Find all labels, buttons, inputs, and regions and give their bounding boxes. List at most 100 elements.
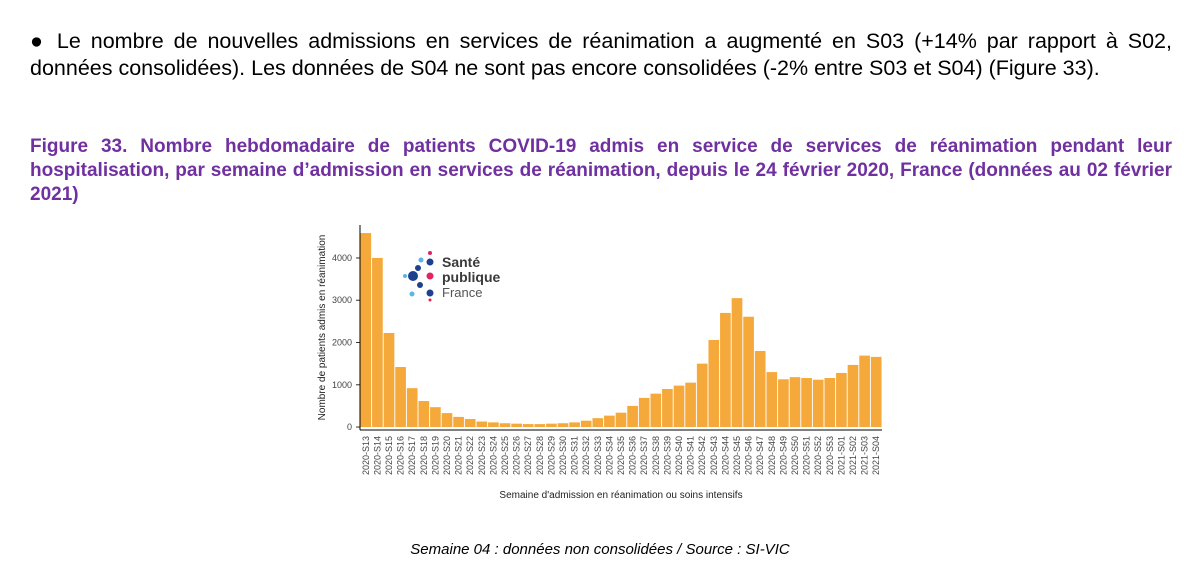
x-tick-label: 2020-S17	[407, 436, 417, 475]
bar	[372, 257, 383, 428]
logo-text: Santé	[442, 254, 480, 270]
x-tick-label: 2020-S29	[546, 436, 556, 475]
y-tick-label: 4000	[332, 253, 352, 263]
bar	[801, 378, 812, 428]
x-tick-label: 2020-S53	[825, 436, 835, 475]
bar	[662, 389, 673, 428]
bar	[615, 412, 627, 428]
bar	[499, 423, 511, 428]
logo-dot	[428, 298, 432, 302]
x-tick-label: 2020-S48	[767, 436, 777, 475]
x-tick-label: 2020-S27	[523, 436, 533, 475]
x-tick-label: 2020-S44	[720, 436, 730, 475]
bar	[360, 233, 372, 428]
logo-dot	[403, 274, 407, 278]
x-tick-label: 2020-S37	[639, 436, 649, 475]
bar	[731, 298, 743, 428]
x-tick-label: 2020-S15	[384, 436, 394, 475]
logo-dot	[409, 291, 415, 297]
x-tick-label: 2020-S46	[744, 436, 754, 475]
logo-dot	[408, 271, 418, 281]
x-tick-label: 2020-S50	[790, 436, 800, 475]
bar	[638, 397, 650, 428]
bar	[383, 332, 395, 428]
bar	[650, 393, 662, 428]
x-tick-label: 2020-S30	[558, 436, 568, 475]
bar	[488, 422, 499, 428]
x-tick-label: 2020-S51	[802, 436, 812, 475]
bar	[580, 420, 592, 428]
bar	[430, 407, 441, 428]
caption: Semaine 04 : données non consolidées / S…	[410, 541, 790, 558]
bar	[789, 377, 801, 428]
x-tick-label: 2020-S39	[662, 436, 672, 475]
x-tick-label: 2021-S01	[836, 436, 846, 475]
x-tick-label: 2020-S36	[628, 436, 638, 475]
x-tick-label: 2020-S43	[709, 436, 719, 475]
bar	[743, 316, 754, 428]
x-tick-label: 2020-S45	[732, 436, 742, 475]
logo-dot	[428, 251, 432, 255]
bar	[418, 401, 430, 428]
logo-dot	[417, 282, 423, 288]
x-tick-label: 2020-S34	[604, 436, 614, 475]
bar	[812, 379, 824, 428]
figure-title: Figure 33. Nombre hebdomadaire de patien…	[30, 136, 1172, 205]
bar	[870, 356, 882, 428]
logo: Santé publique France	[403, 251, 501, 302]
x-tick-label: 2020-S18	[419, 436, 429, 475]
x-tick-label: 2020-S21	[454, 436, 464, 475]
x-tick-label: 2020-S23	[477, 436, 487, 475]
x-tick-label: 2020-S25	[500, 436, 510, 475]
bar	[778, 379, 789, 428]
logo-text: publique	[442, 269, 501, 285]
bar	[476, 421, 488, 428]
bar	[453, 416, 464, 428]
x-axis-label: Semaine d'admission en réanimation ou so…	[499, 490, 742, 501]
x-tick-label: 2020-S40	[674, 436, 684, 475]
x-tick-label: 2020-S32	[581, 436, 591, 475]
bar	[557, 423, 569, 428]
bar	[847, 364, 859, 428]
bar	[406, 388, 418, 428]
x-tick-label: 2021-S04	[871, 436, 881, 475]
x-tick-label: 2020-S41	[686, 436, 696, 475]
logo-dot	[426, 272, 434, 280]
x-tick-label: 2020-S22	[465, 436, 475, 475]
x-tick-label: 2020-S35	[616, 436, 626, 475]
bar	[534, 424, 546, 428]
logo-dot	[418, 257, 424, 263]
y-tick-label: 3000	[332, 295, 352, 305]
bar	[824, 378, 836, 428]
x-tick-label: 2020-S28	[535, 436, 545, 475]
chart: Santé publique France 0 1000 2000 3000 4000 2…	[317, 225, 882, 501]
bar	[395, 367, 406, 428]
bar	[569, 422, 580, 428]
bar	[766, 372, 778, 428]
x-tick-label: 2020-S52	[813, 436, 823, 475]
x-tick-label: 2020-S33	[593, 436, 603, 475]
y-tick-label: 1000	[332, 380, 352, 390]
bar	[511, 423, 522, 428]
x-tick-label: 2021-S02	[848, 436, 858, 475]
bar	[720, 312, 731, 428]
x-tick-label: 2020-S31	[570, 436, 580, 475]
bar	[522, 424, 534, 428]
logo-dot	[415, 265, 421, 271]
bar	[696, 363, 708, 428]
x-tick-label: 2020-S38	[651, 436, 661, 475]
bar	[592, 418, 604, 428]
x-tick-label: 2021-S03	[860, 436, 870, 475]
bar	[627, 405, 638, 428]
bar	[836, 372, 847, 428]
x-tick-label: 2020-S49	[778, 436, 788, 475]
bar	[546, 423, 557, 428]
x-tick-label: 2020-S19	[430, 436, 440, 475]
y-axis-label: Nombre de patients admis en réanimation	[317, 235, 328, 421]
x-tick-label: 2020-S20	[442, 436, 452, 475]
bar	[464, 419, 476, 428]
logo-text: France	[442, 285, 482, 300]
bar	[673, 385, 685, 428]
bar	[685, 382, 696, 428]
